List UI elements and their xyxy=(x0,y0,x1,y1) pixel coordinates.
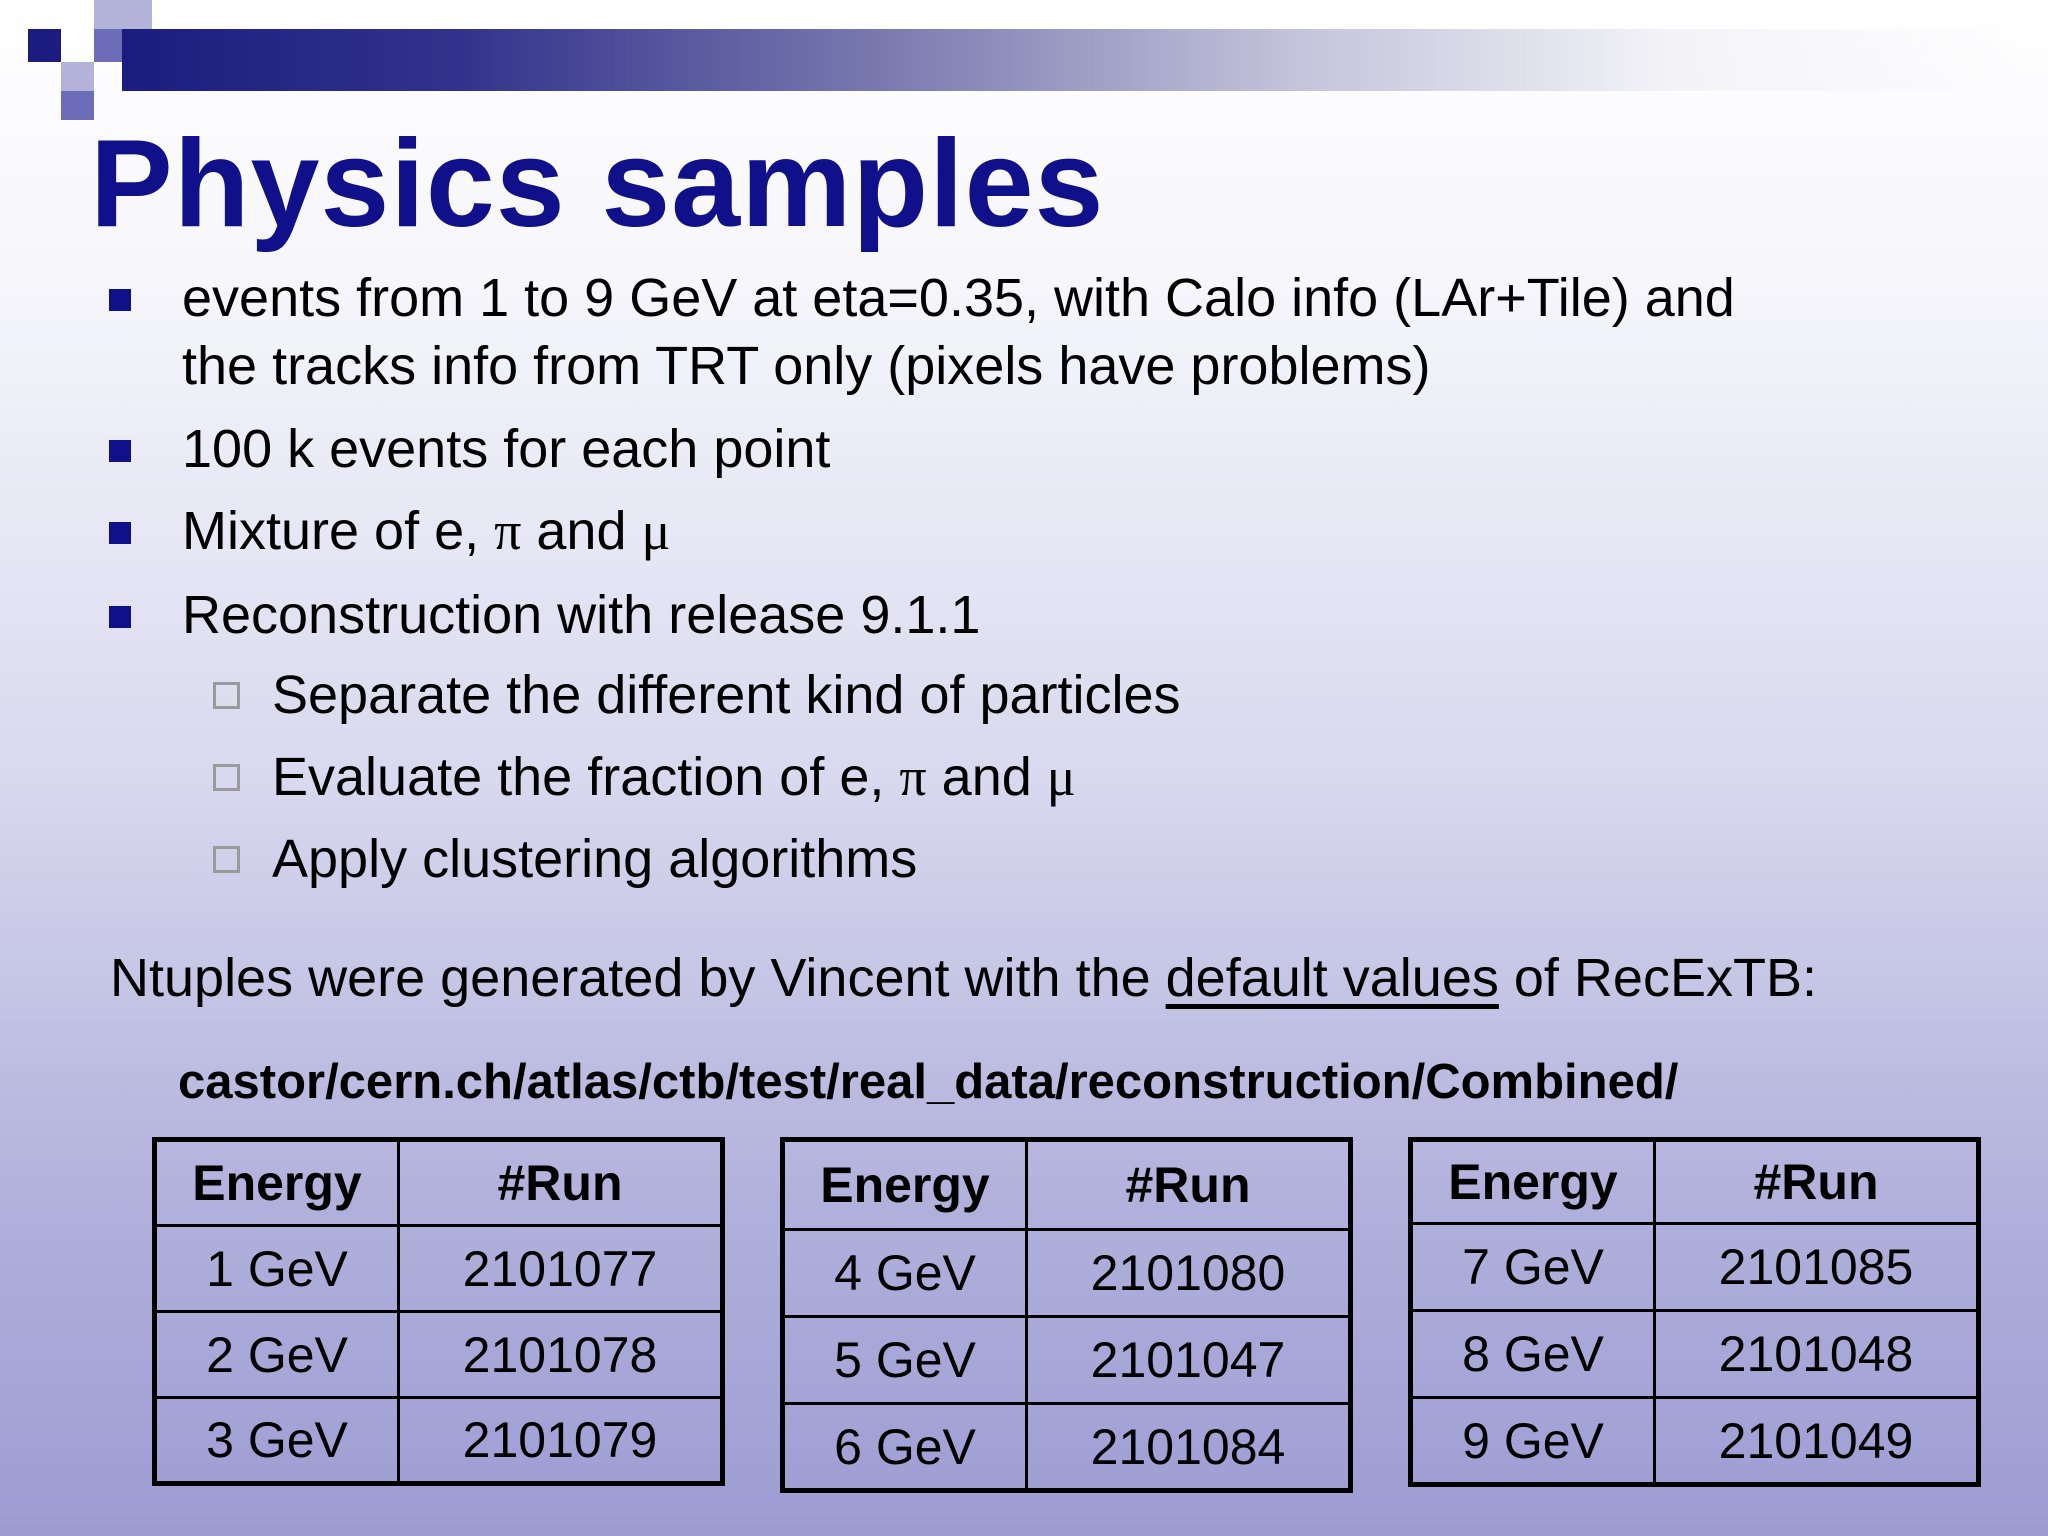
sub-bullet-marker-2 xyxy=(213,764,240,791)
mu-symbol: μ xyxy=(641,501,671,561)
bullet-2: 100 k events for each point xyxy=(182,419,831,479)
run-cell: 2101085 xyxy=(1653,1222,1980,1312)
energy-cell: 9 GeV xyxy=(1409,1396,1656,1486)
header-decor-square-dark xyxy=(28,29,61,62)
header-decor-square-mid xyxy=(94,29,122,62)
sub-bullet-1: Separate the different kind of particles xyxy=(272,665,1181,725)
bullet-1-line-2: the tracks info from TRT only (pixels ha… xyxy=(182,336,1431,396)
bullet-marker-3 xyxy=(109,522,131,544)
run-cell: 2101084 xyxy=(1025,1402,1352,1492)
mu-symbol: μ xyxy=(1046,747,1076,807)
energy-cell: 5 GeV xyxy=(781,1315,1028,1405)
energy-cell: 7 GeV xyxy=(1409,1222,1656,1312)
header-decor-square-mid-2 xyxy=(61,91,94,120)
header-decor-square-light xyxy=(94,0,152,29)
run-cell: 2101079 xyxy=(397,1396,724,1485)
bullet-marker-2 xyxy=(109,440,131,462)
sub-bullet-marker-3 xyxy=(213,846,240,873)
table-row: 7 GeV 2101085 xyxy=(1409,1222,1980,1312)
table-row: 1 GeV 2101077 xyxy=(153,1224,724,1313)
energy-cell: 3 GeV xyxy=(153,1396,400,1485)
table-header-run: #Run xyxy=(1025,1138,1352,1231)
run-cell: 2101048 xyxy=(1653,1309,1980,1399)
sub-bullet-3: Apply clustering algorithms xyxy=(272,829,918,889)
run-table-2: Energy #Run 4 GeV 2101080 5 GeV 2101047 … xyxy=(780,1137,1353,1493)
pi-symbol: π xyxy=(899,747,927,807)
table-row: 8 GeV 2101048 xyxy=(1409,1309,1980,1399)
table-row: 5 GeV 2101047 xyxy=(781,1315,1352,1405)
table-row: 3 GeV 2101079 xyxy=(153,1396,724,1485)
table-row: 2 GeV 2101078 xyxy=(153,1310,724,1399)
table-header-run: #Run xyxy=(397,1138,724,1227)
ntuples-text-post: of RecExTB: xyxy=(1498,948,1817,1008)
table-header-energy: Energy xyxy=(1409,1138,1656,1225)
ntuples-underlined: default values xyxy=(1165,948,1499,1008)
castor-path: castor/cern.ch/atlas/ctb/test/real_data/… xyxy=(178,1055,1679,1109)
ntuples-note: Ntuples were generated by Vincent with t… xyxy=(110,944,1817,1012)
bullet-marker-4 xyxy=(109,606,131,628)
slide-title: Physics samples xyxy=(90,115,1105,253)
run-cell: 2101080 xyxy=(1025,1228,1352,1318)
run-cell: 2101049 xyxy=(1653,1396,1980,1486)
run-table-1: Energy #Run 1 GeV 2101077 2 GeV 2101078 … xyxy=(152,1137,725,1486)
bullet-marker-1 xyxy=(109,289,131,311)
header-decor-square-light-2 xyxy=(61,62,94,91)
table-header-energy: Energy xyxy=(153,1138,400,1227)
energy-cell: 8 GeV xyxy=(1409,1309,1656,1399)
sub-bullet-2: Evaluate the fraction of e, π and μ xyxy=(272,743,1076,811)
table-row: 4 GeV 2101080 xyxy=(781,1228,1352,1318)
bullet-4: Reconstruction with release 9.1.1 xyxy=(182,585,981,645)
sub-bullet-marker-1 xyxy=(213,682,240,709)
table-header-energy: Energy xyxy=(781,1138,1028,1231)
bullet-3-text: Mixture of e, xyxy=(182,501,495,561)
energy-cell: 6 GeV xyxy=(781,1402,1028,1492)
header-gradient-bar xyxy=(122,29,2022,91)
run-table-3: Energy #Run 7 GeV 2101085 8 GeV 2101048 … xyxy=(1408,1137,1981,1487)
energy-cell: 4 GeV xyxy=(781,1228,1028,1318)
run-cell: 2101078 xyxy=(397,1310,724,1399)
table-header-run: #Run xyxy=(1653,1138,1980,1225)
table-row: 9 GeV 2101049 xyxy=(1409,1396,1980,1486)
bullet-3-and: and xyxy=(521,501,642,561)
pi-symbol: π xyxy=(494,501,522,561)
energy-cell: 1 GeV xyxy=(153,1224,400,1313)
bullet-3: Mixture of e, π and μ xyxy=(182,497,670,565)
run-cell: 2101047 xyxy=(1025,1315,1352,1405)
table-row: 6 GeV 2101084 xyxy=(781,1402,1352,1492)
sub-bullet-2-text: Evaluate the fraction of e, xyxy=(272,747,900,807)
energy-cell: 2 GeV xyxy=(153,1310,400,1399)
bullet-1-line-1: events from 1 to 9 GeV at eta=0.35, with… xyxy=(182,268,1735,328)
sub-bullet-2-and: and xyxy=(926,747,1047,807)
run-cell: 2101077 xyxy=(397,1224,724,1313)
ntuples-text-pre: Ntuples were generated by Vincent with t… xyxy=(110,948,1166,1008)
